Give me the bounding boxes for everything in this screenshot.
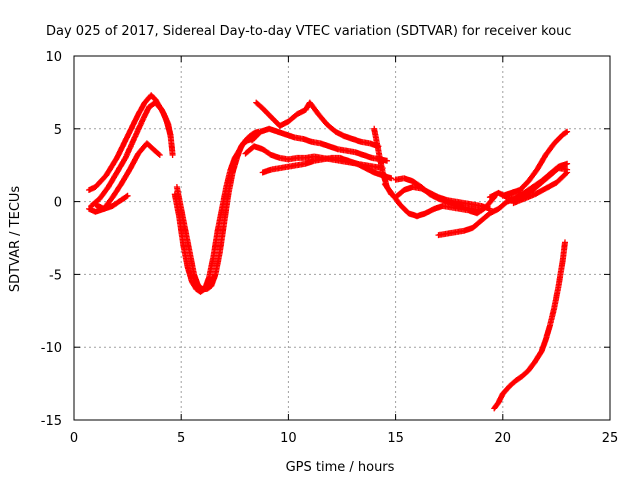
x-axis-title: GPS time / hours [286, 460, 395, 475]
data-point-markers [371, 125, 493, 212]
y-tick-label: 0 [54, 196, 62, 211]
data-marks [86, 92, 571, 412]
data-point-markers [253, 99, 382, 150]
x-tick-label: 10 [280, 431, 297, 446]
data-point-markers [86, 140, 163, 215]
series-track-h [249, 125, 390, 164]
series-track-j [259, 154, 395, 182]
data-point-markers [259, 154, 395, 182]
y-axis-title: SDTVAR / TECUs [8, 186, 23, 293]
series-track-g [253, 99, 382, 150]
data-point-markers [510, 169, 571, 207]
series-track-r [491, 239, 568, 412]
series-track-q [510, 169, 571, 207]
x-tick-label: 15 [387, 431, 404, 446]
data-point-markers [392, 175, 485, 214]
x-tick-label: 5 [177, 431, 185, 446]
x-tick-label: 20 [495, 431, 512, 446]
y-tick-label: -15 [41, 414, 62, 429]
x-tick-label: 0 [70, 431, 78, 446]
data-point-markers [491, 239, 568, 412]
y-tick-label: -10 [41, 341, 62, 356]
plot-frame [73, 55, 611, 421]
data-point-markers [499, 128, 571, 199]
axis-ticks: 0 5 10 15 20 25 -15 -10 -5 0 5 10 [41, 50, 619, 446]
series-track-m [392, 175, 485, 214]
series-track-f [171, 136, 255, 295]
series-track-d [92, 192, 131, 212]
chart-title: Day 025 of 2017, Sidereal Day-to-day VTE… [46, 24, 572, 39]
data-point-markers [249, 125, 390, 164]
y-tick-label: -5 [49, 268, 62, 283]
series-track-k [371, 125, 493, 212]
series-track-b [88, 99, 176, 209]
data-point-markers [171, 136, 255, 295]
data-point-markers [88, 99, 176, 209]
series-track-p [499, 128, 571, 199]
y-tick-label: 5 [54, 123, 62, 138]
x-tick-label: 25 [602, 431, 619, 446]
series-track-c [86, 140, 163, 215]
data-point-markers [92, 192, 131, 212]
y-tick-label: 10 [45, 50, 62, 65]
